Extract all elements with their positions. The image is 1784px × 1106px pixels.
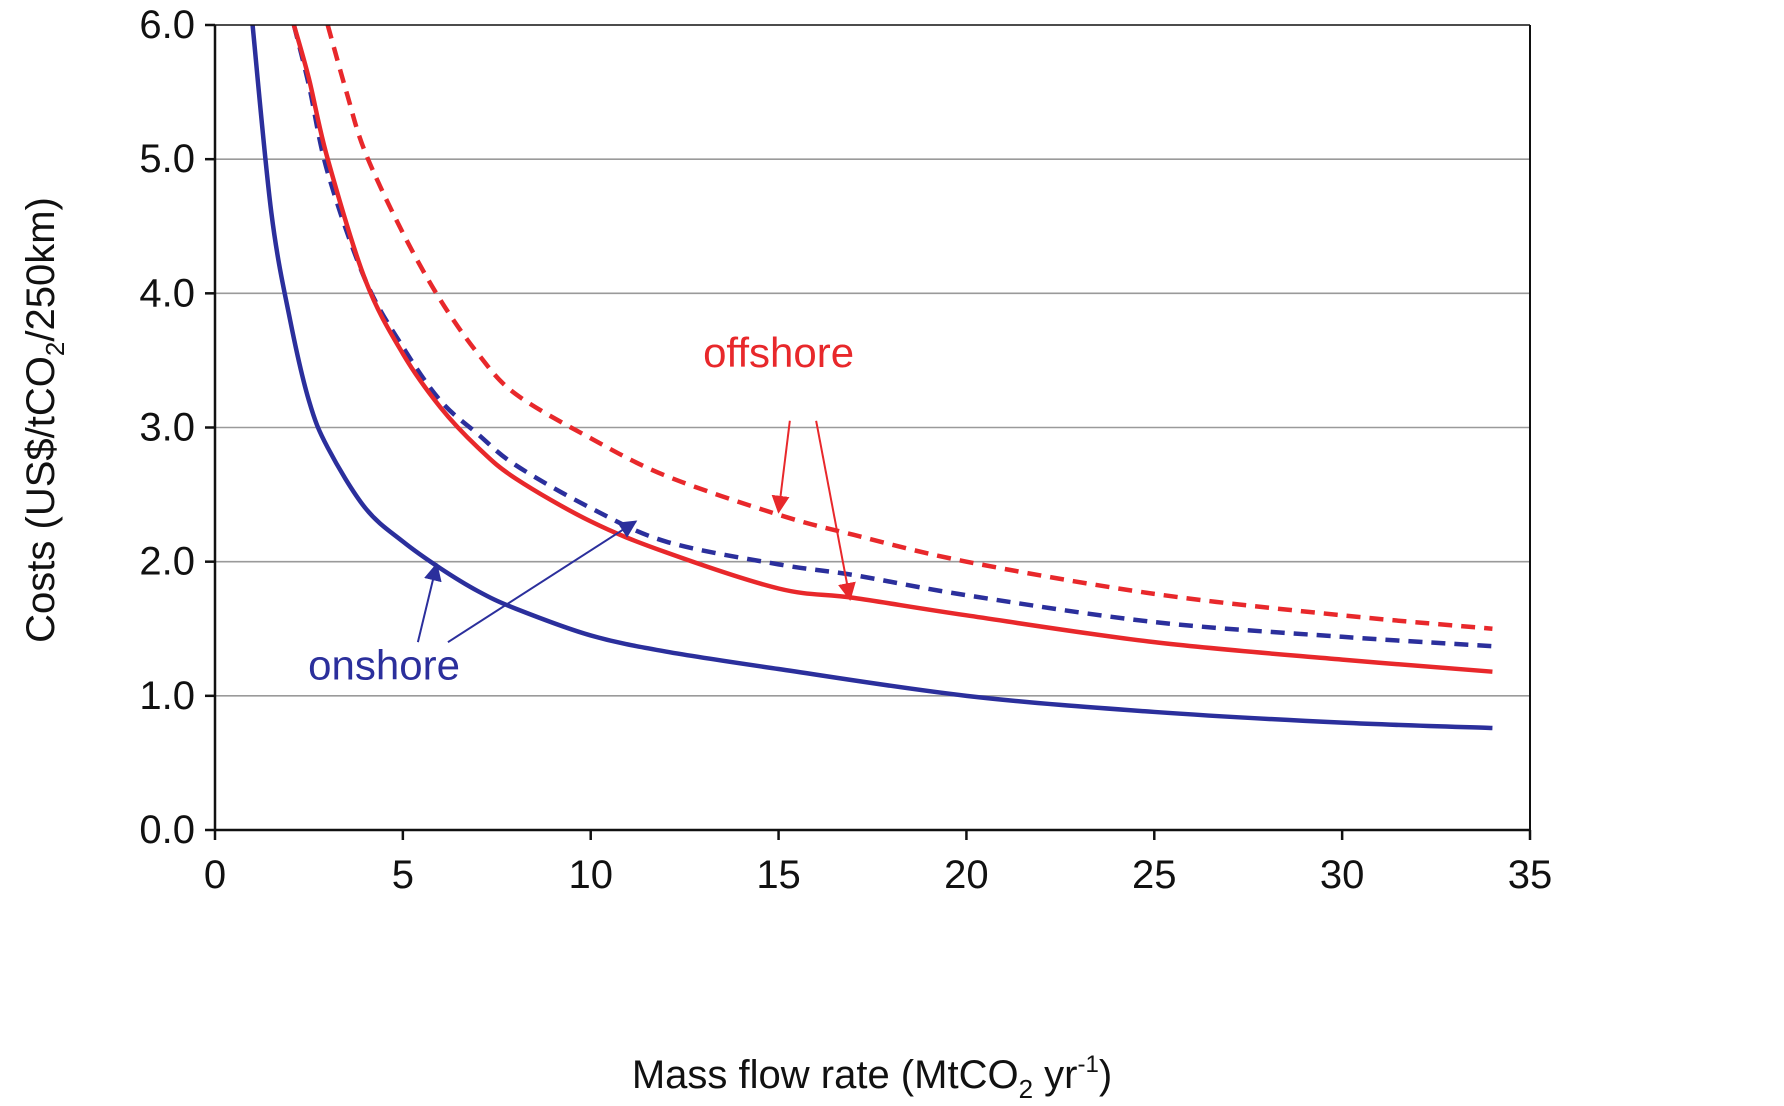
y-tick-label: 0.0 [139,808,195,852]
x-axis-title-superscript: -1 [1077,1051,1098,1078]
series-line-onshore-solid [250,24,1493,731]
annotation-arrow [447,520,638,644]
y-tick-label: 4.0 [139,271,195,315]
x-tick-label: 5 [392,853,414,897]
x-axis-title-part: ) [1099,1053,1112,1097]
axes [205,23,1532,840]
y-axis-title-subscript: 2 [40,342,70,356]
annotation-arrow [416,562,442,643]
annotations: offshore onshore [308,329,856,689]
annotation-label-offshore: offshore [703,329,854,376]
x-tick-label: 25 [1132,853,1177,897]
x-tick-label: 15 [756,853,801,897]
annotation-arrow [771,420,791,514]
series-lines [250,24,1493,731]
annotation-label-onshore: onshore [308,642,460,689]
series-line-onshore-dashed [291,24,1493,649]
x-tick-label: 35 [1508,853,1553,897]
x-axis-title-part: Mass flow rate (MtCO [632,1053,1019,1097]
x-axis-title: Mass flow rate (MtCO2 yr-1) [632,1051,1112,1104]
series-line-offshore-solid [291,24,1493,674]
x-axis-title-subscript: 2 [1019,1074,1033,1104]
y-axis-title: Costs (US$/tCO2/250km) [19,197,70,643]
x-tick-label: 20 [944,853,989,897]
annotation-arrow [815,420,856,602]
y-axis-title-part: Costs (US$/tCO [19,356,63,643]
x-tick-label: 10 [568,853,613,897]
y-tick-label: 5.0 [139,137,195,181]
y-axis-title-part: /250km) [19,197,63,342]
y-tick-label: 6.0 [139,3,195,47]
y-tick-label: 3.0 [139,406,195,450]
x-tick-label: 0 [204,853,226,897]
y-tick-label: 1.0 [139,674,195,718]
y-tick-label: 2.0 [139,540,195,584]
x-axis-title-part: yr [1033,1053,1077,1097]
x-tick-label: 30 [1320,853,1365,897]
series-line-offshore-dashed [325,24,1493,631]
tick-labels: 0.0 1.0 2.0 3.0 4.0 5.0 6.0 0 5 10 15 20 25 30 35 [139,3,1552,897]
